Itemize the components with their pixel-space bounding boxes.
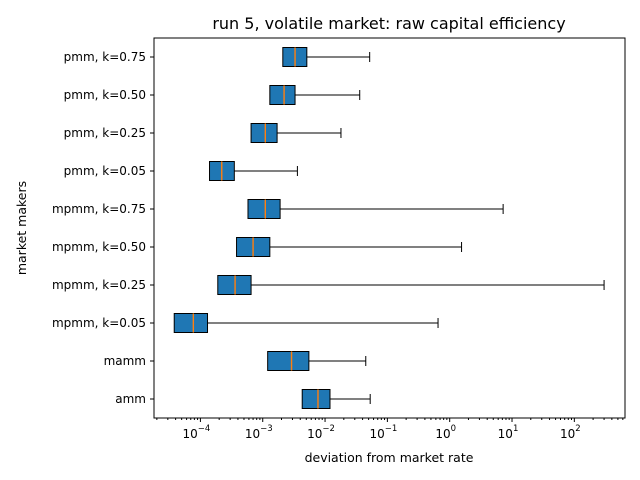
x-tick-label-base: 10 xyxy=(369,427,384,441)
y-tick-label: pmm, k=0.25 xyxy=(64,126,146,140)
x-tick-label: 101 xyxy=(498,424,519,441)
box xyxy=(247,199,281,219)
x-tick-label-exponent: −1 xyxy=(385,424,398,434)
x-tick-label-exponent: −3 xyxy=(260,424,273,434)
y-tick-label: mamm xyxy=(104,354,146,368)
y-tick-label: mpmm, k=0.25 xyxy=(52,278,146,292)
x-tick-label-exponent: 0 xyxy=(451,424,456,434)
box xyxy=(267,351,310,371)
x-tick-label-base: 10 xyxy=(435,427,450,441)
box xyxy=(250,123,278,143)
x-tick-label-base: 10 xyxy=(560,427,575,441)
y-tick-label: amm xyxy=(115,392,146,406)
axes-frame xyxy=(153,37,626,419)
x-tick-label: 10−3 xyxy=(245,424,273,441)
x-axis-label: deviation from market rate xyxy=(305,450,474,465)
y-tick-label: pmm, k=0.05 xyxy=(64,164,146,178)
x-tick-label: 10−1 xyxy=(369,424,397,441)
x-tick-label-base: 10 xyxy=(307,427,322,441)
x-tick-label: 10−2 xyxy=(307,424,335,441)
y-tick-label: mpmm, k=0.05 xyxy=(52,316,146,330)
y-tick-label: pmm, k=0.50 xyxy=(64,88,146,102)
y-tick-label: mpmm, k=0.75 xyxy=(52,202,146,216)
x-tick-label-exponent: −2 xyxy=(322,424,335,434)
x-tick-label-base: 10 xyxy=(498,427,513,441)
x-tick-label: 10−4 xyxy=(183,424,211,441)
x-tick-label-base: 10 xyxy=(245,427,260,441)
x-tick-label-base: 10 xyxy=(183,427,198,441)
x-tick-label-exponent: 1 xyxy=(513,424,518,434)
x-tick-label-exponent: −4 xyxy=(198,424,211,434)
x-tick-label-exponent: 2 xyxy=(575,424,580,434)
box xyxy=(301,389,331,409)
x-tick-label: 102 xyxy=(560,424,581,441)
y-tick-label: mpmm, k=0.50 xyxy=(52,240,146,254)
x-tick-label: 100 xyxy=(435,424,456,441)
y-tick-label: pmm, k=0.75 xyxy=(64,50,146,64)
box xyxy=(269,85,296,105)
y-axis-label: market makers xyxy=(14,181,29,275)
chart-title: run 5, volatile market: raw capital effi… xyxy=(212,14,565,33)
box xyxy=(173,313,209,333)
